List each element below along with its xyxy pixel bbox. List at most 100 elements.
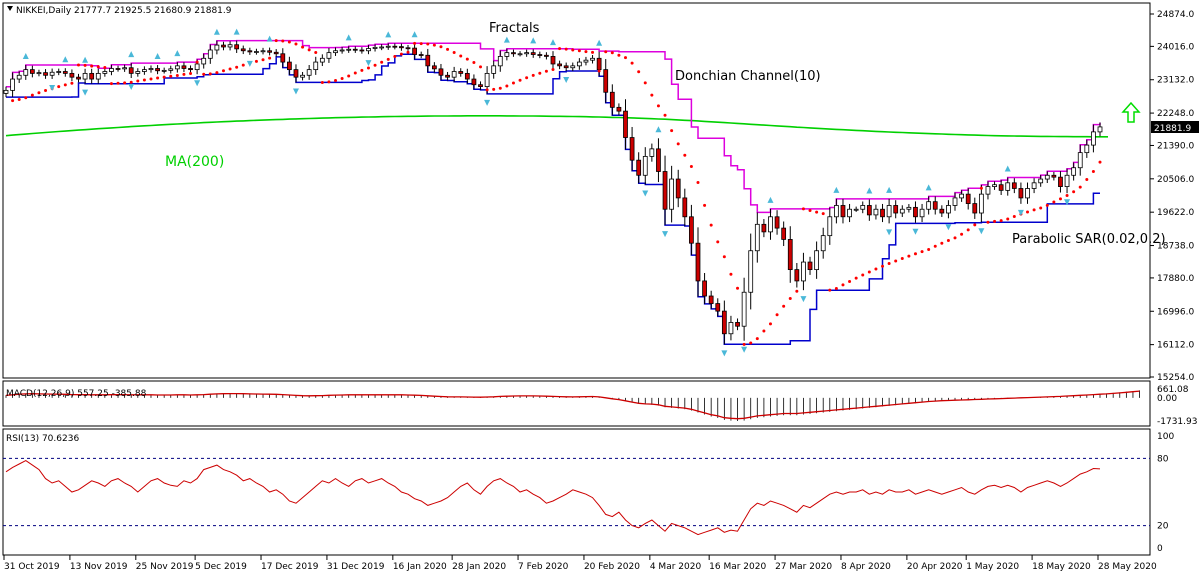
- candle: [576, 58, 582, 70]
- sar-dot: [577, 49, 581, 53]
- candle: [497, 50, 503, 72]
- sar-dot: [768, 322, 772, 326]
- candle: [76, 73, 81, 83]
- fractal-up-icon: [345, 34, 352, 41]
- candle-body: [478, 84, 483, 87]
- sar-dot: [749, 341, 753, 345]
- sar-dot: [399, 52, 403, 56]
- candle-body: [366, 48, 371, 52]
- sar-dot: [1052, 200, 1056, 204]
- candle: [89, 68, 95, 84]
- price-tick-label: 22248.0: [1157, 109, 1194, 119]
- sar-dot: [63, 83, 67, 87]
- candle-body: [985, 186, 991, 195]
- fractal-down-icon: [642, 190, 649, 197]
- candle: [590, 54, 595, 64]
- sar-dot: [413, 41, 417, 45]
- candle-body: [188, 68, 193, 71]
- sar-dot: [96, 65, 100, 69]
- ma200-label: MA(200): [165, 154, 224, 170]
- sar-dot: [103, 65, 107, 69]
- candle-body: [715, 303, 721, 312]
- candle-body: [609, 91, 615, 108]
- candle: [221, 41, 226, 51]
- sar-dot: [993, 219, 997, 223]
- candle-body: [445, 74, 450, 78]
- candle-body: [491, 65, 497, 74]
- sar-dot: [70, 81, 74, 85]
- sar-dot: [821, 212, 825, 216]
- candle-body: [161, 69, 167, 72]
- sar-dot: [637, 70, 641, 74]
- candle-body: [847, 208, 852, 218]
- sar-dot: [518, 78, 522, 82]
- candle-body: [1058, 176, 1063, 187]
- sar-dot: [1091, 170, 1095, 174]
- candle-body: [899, 208, 905, 214]
- price-tick-label: 15254.0: [1157, 373, 1194, 383]
- candle: [1064, 168, 1070, 194]
- candle: [1084, 139, 1090, 158]
- sar-dot: [630, 61, 634, 65]
- candle: [1091, 124, 1096, 153]
- candle: [939, 205, 945, 217]
- ma200-line: [5, 115, 1108, 138]
- candle: [801, 252, 806, 291]
- sar-dot: [1098, 160, 1102, 164]
- candle: [530, 49, 536, 58]
- candle-body: [807, 261, 813, 271]
- fractal-down-icon: [365, 60, 372, 67]
- sar-dot: [142, 78, 146, 82]
- sar-dot: [716, 240, 720, 244]
- candle: [965, 188, 971, 210]
- candle-body: [56, 71, 62, 73]
- candle-body: [319, 57, 325, 63]
- candle: [445, 71, 450, 81]
- candle-body: [207, 49, 213, 59]
- candle: [300, 71, 305, 81]
- candle-body: [122, 67, 128, 70]
- sar-dot: [366, 66, 370, 70]
- candle: [399, 43, 404, 51]
- candle-body: [959, 193, 964, 199]
- sar-dot: [670, 129, 674, 133]
- candle: [853, 206, 859, 212]
- sar-dot: [755, 337, 759, 341]
- candle: [142, 66, 147, 75]
- candle: [702, 273, 707, 304]
- candle-body: [702, 280, 707, 297]
- candle-body: [43, 72, 48, 76]
- candle-body: [524, 52, 530, 55]
- fractal-up-icon: [213, 28, 220, 35]
- candle-body: [1084, 144, 1090, 154]
- candle-body: [530, 52, 536, 55]
- sar-dot: [551, 67, 555, 71]
- candle-body: [761, 223, 767, 233]
- candle: [102, 68, 108, 77]
- candle: [781, 221, 787, 247]
- sar-dot: [775, 313, 779, 317]
- sar-dot: [584, 50, 588, 54]
- sar-dot: [861, 273, 865, 277]
- sar-dot: [301, 45, 305, 49]
- date-tick-label: 28 Jan 2020: [452, 562, 506, 572]
- sar-dot: [327, 80, 331, 84]
- candle-body: [240, 48, 246, 52]
- rsi-line: [5, 460, 1101, 536]
- sar-dot: [729, 272, 733, 276]
- candle: [656, 138, 661, 183]
- candle-body: [689, 216, 694, 244]
- candle: [675, 169, 681, 208]
- candle-body: [504, 52, 510, 57]
- candle-body: [359, 49, 365, 52]
- candle: [649, 143, 655, 162]
- sar-dot: [525, 76, 529, 80]
- candle: [847, 203, 852, 223]
- candle-body: [774, 216, 780, 229]
- sar-dot: [373, 63, 377, 67]
- sar-dot: [1045, 203, 1049, 207]
- candle: [609, 84, 615, 116]
- candle: [333, 47, 338, 56]
- candle: [642, 147, 648, 185]
- candle: [273, 49, 279, 57]
